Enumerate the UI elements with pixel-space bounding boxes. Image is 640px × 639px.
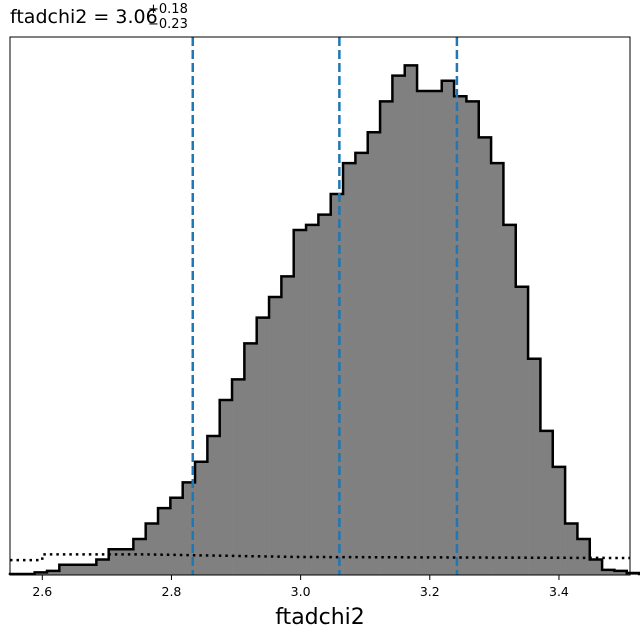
histogram-bar: [195, 461, 208, 575]
x-tick-label: 3.0: [291, 584, 311, 599]
histogram-bar: [121, 549, 134, 575]
histogram-bar: [380, 101, 393, 575]
histogram-bar: [417, 91, 430, 575]
x-axis-ticks: 2.6 2.8 3.0 3.2 3.4: [32, 575, 569, 599]
histogram-bar: [589, 559, 603, 575]
histogram-bar: [84, 564, 97, 575]
histogram-bar: [466, 101, 480, 575]
histogram-bar: [293, 230, 307, 575]
histogram-bar: [602, 569, 615, 575]
histogram-bar: [552, 466, 566, 575]
chart-title-lower-error: −0.23: [148, 17, 188, 32]
histogram-bar: [491, 163, 504, 575]
histogram-bar: [133, 538, 146, 575]
histogram-outline: [8, 64, 640, 576]
x-tick-label: 3.4: [549, 584, 569, 599]
histogram-bar: [614, 570, 628, 575]
x-axis-label: ftadchi2: [275, 605, 365, 630]
plot-area: [8, 37, 640, 576]
histogram-bar: [71, 564, 85, 575]
histogram-bar: [503, 224, 517, 575]
histogram-bar: [59, 564, 72, 575]
chart-title: ftadchi2 = 3.06: [10, 6, 158, 28]
histogram-bar: [306, 224, 319, 575]
histogram-bar: [404, 65, 418, 575]
histogram-bar: [429, 91, 443, 575]
x-tick-label: 3.2: [420, 584, 440, 599]
histogram-bar: [281, 276, 295, 575]
x-tick-label: 2.6: [32, 584, 52, 599]
histogram-bar: [478, 137, 492, 576]
histogram-bar: [96, 559, 109, 575]
histogram-bar: [330, 194, 344, 575]
histogram-bar: [145, 523, 159, 575]
histogram-bar: [367, 132, 381, 575]
axes-frame: [9, 36, 631, 576]
x-tick-label: 2.8: [162, 584, 182, 599]
histogram-bar: [318, 214, 332, 575]
histogram-bar: [170, 497, 183, 575]
histogram-bar: [515, 286, 529, 575]
histogram-bar: [343, 163, 356, 575]
histogram-bar: [207, 435, 221, 575]
histogram-bar: [441, 80, 455, 575]
histogram-bar: [355, 152, 369, 575]
histogram-bar: [219, 399, 233, 575]
histogram-bar: [256, 317, 270, 575]
chart-title-upper-error: +0.18: [148, 2, 188, 17]
histogram-bar: [244, 343, 258, 575]
histogram-bar: [47, 570, 60, 575]
histogram-bar: [108, 549, 122, 575]
histogram-bar: [34, 572, 48, 575]
histogram-bar: [392, 75, 406, 576]
histogram-bar: [565, 523, 578, 575]
histogram-bar: [528, 358, 541, 575]
histogram-bar: [269, 296, 282, 575]
histogram-bar: [540, 430, 554, 575]
histogram-bar: [158, 508, 171, 575]
histogram-bar: [232, 379, 245, 575]
chart-title-value: ftadchi2 = 3.06: [10, 6, 158, 28]
